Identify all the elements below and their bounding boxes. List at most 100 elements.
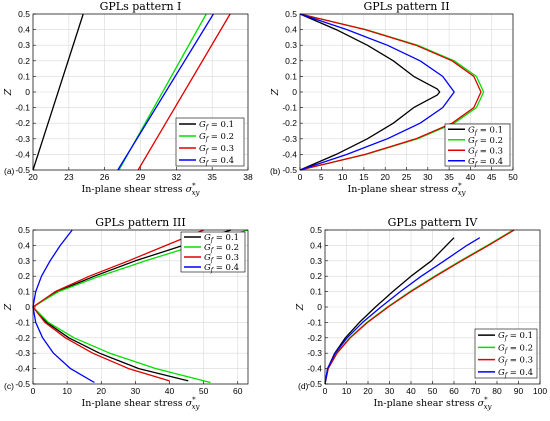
x-tick-label: 20 [380,172,390,182]
y-tick-label: 0.3 [18,256,30,266]
x-axis-label: In-plane shear stress σ* xy [82,396,201,411]
y-tick-label: -0.3 [307,348,322,358]
y-tick-label: 0.3 [310,256,322,266]
chart-panel-iv: 0 10 20 30 40 50 60 70 80 90 100 -0.5 -0.4 -0.3 -0.2 -0… [295,216,547,411]
x-tick-label: 35 [444,172,454,182]
chart-title: GPLs pattern II [363,0,449,13]
legend: Gf = 0.1Gf = 0.2Gf = 0.3Gf = 0.4 [175,117,245,167]
y-tick-label: -0.5 [282,165,297,175]
x-tick-label: 5 [319,172,324,182]
y-tick-label: -0.4 [15,149,30,159]
x-tick-label: 40 [165,386,175,396]
x-tick-label: 45 [487,172,497,182]
y-tick-label: -0.3 [15,134,30,144]
x-tick-label: 20 [363,386,373,396]
legend-label: Gf = 0.2 [199,132,234,143]
legend-label: Gf = 0.3 [468,146,503,157]
chart-title: GPLs pattern IV [388,216,479,229]
chart-panel-i: 20 23 26 29 32 35 38 -0.5 -0.4 -0.3 -0.2 -0.1 0 0.1 0.… [3,0,253,197]
x-tick-label: 38 [243,172,253,182]
series-line [299,13,482,171]
y-tick-label: -0.3 [15,348,30,358]
legend-box [444,123,511,167]
y-tick-label: 0.5 [18,9,30,19]
y-tick-label: 0.2 [18,271,30,281]
y-tick-label: 0.1 [18,287,30,297]
x-axis-label: In-plane shear stress σ* xy [374,396,493,411]
y-tick-label: 0.5 [310,225,322,235]
y-tick-label: 0.4 [310,240,322,250]
legend-label: Gf = 0.1 [468,125,503,136]
y-tick-label: 0.4 [18,25,30,35]
x-tick-label: 32 [172,172,182,182]
x-tick-label: 10 [62,386,72,396]
legend-label: Gf = 0.4 [498,368,533,379]
y-tick-label: 0 [25,302,30,312]
y-tick-label: 0.5 [18,225,30,235]
x-tick-label: 60 [233,386,243,396]
series-line [299,13,455,171]
series-line [117,13,214,171]
x-axis-label: In-plane shear stress σ* xy [82,182,201,197]
legend: Gf = 0.1Gf = 0.2Gf = 0.3Gf = 0.4 [444,123,511,168]
y-axis-label: Z [3,88,14,96]
y-tick-label: -0.2 [15,118,30,128]
x-tick-label: 40 [466,172,476,182]
chart-title: GPLs pattern I [100,0,182,13]
y-tick-label: -0.2 [307,333,322,343]
y-tick-label: -0.4 [307,364,322,374]
y-tick-label: -0.1 [307,317,322,327]
plot-frame [32,229,249,385]
x-tick-label: 50 [199,386,209,396]
legend: Gf = 0.1Gf = 0.2 Gf = 0.3Gf = 0.4 [474,328,538,379]
legend-label: Gf = 0.2 [468,136,503,147]
panel-label: (b) [270,166,281,176]
legend-label: Gf = 0.1 [204,233,239,244]
y-axis-label: Z [3,303,14,311]
plot-frame [32,13,249,171]
x-tick-label: 80 [492,386,502,396]
y-tick-label: 0.2 [18,56,30,66]
x-axis-label: In-plane shear stress σ* xy [348,182,467,197]
y-tick-label: 0.2 [310,271,322,281]
x-tick-label: 30 [385,386,395,396]
legend-label: Gf = 0.1 [498,331,533,342]
x-tick-label: 23 [64,172,74,182]
y-tick-label: 0.3 [18,40,30,50]
series-line [324,237,481,385]
legend: Gf = 0.1Gf = 0.2Gf = 0.3Gf = 0.4 [180,231,246,274]
y-tick-label: 0.5 [285,9,297,19]
legend-label: Gf = 0.4 [468,157,503,168]
x-tick-label: 60 [449,386,459,396]
plot-frame [324,229,541,385]
y-axis-label: Z [295,303,306,311]
y-tick-label: 0 [317,302,322,312]
legend-label: Gf = 0.2 [498,343,533,354]
series-line [324,229,515,385]
x-tick-label: 0 [298,172,303,182]
y-tick-label: 0.1 [18,71,30,81]
chart-panel-ii: 0 5 10 15 20 25 30 35 40 45 50 -0.5 -0.4 -0.3 -0.2 -0.1… [270,0,518,197]
x-tick-label: 0 [31,386,36,396]
x-tick-label: 10 [342,386,352,396]
legend-label: Gf = 0.2 [204,243,239,254]
x-tick-label: 50 [428,386,438,396]
legend-box [474,328,538,379]
y-tick-label: 0.1 [285,71,297,81]
legend-label: Gf = 0.3 [204,253,239,264]
legend-label: Gf = 0.3 [498,356,533,367]
legend-label: Gf = 0.3 [199,144,234,155]
x-tick-label: 10 [338,172,348,182]
series-line [137,13,231,171]
series-line [299,13,441,171]
y-tick-label: -0.1 [15,103,30,113]
legend-box [175,117,245,167]
y-tick-label: 0.4 [18,240,30,250]
y-tick-label: -0.4 [15,364,30,374]
series-line [32,13,84,171]
panel-label: (d) [298,381,309,391]
y-tick-label: -0.2 [15,333,30,343]
x-tick-label: 30 [131,386,141,396]
chart-title: GPLs pattern III [95,216,185,229]
